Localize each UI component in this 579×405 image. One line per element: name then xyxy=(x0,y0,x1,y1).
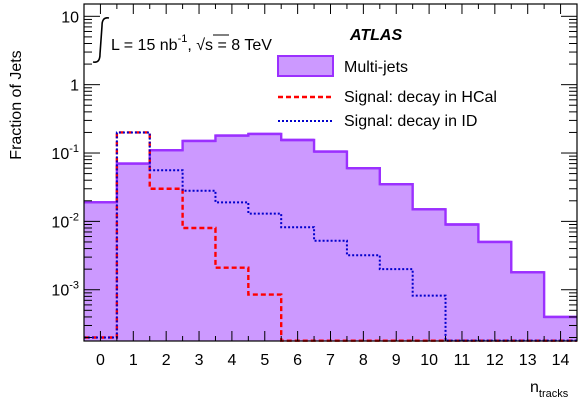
x-tick-label: 12 xyxy=(486,352,504,369)
legend-label-id: Signal: decay in ID xyxy=(344,113,477,130)
x-tick-label: 11 xyxy=(454,352,471,369)
x-tick-label: 2 xyxy=(162,352,171,369)
legend-label-hcal: Signal: decay in HCal xyxy=(344,89,497,106)
integral-sign-icon xyxy=(92,17,110,63)
legend-label-multijets: Multi-jets xyxy=(344,59,408,76)
x-axis-title: ntracks xyxy=(530,379,569,400)
x-tick-label: 10 xyxy=(420,352,438,369)
signal-hcal-line xyxy=(84,131,577,342)
luminosity-label: L = 15 nb-1, √s = 8 TeV xyxy=(92,17,272,63)
y-tick-label: 10-1 xyxy=(51,143,79,163)
luminosity-text: L = 15 nb-1, √s = 8 TeV xyxy=(111,33,272,54)
legend-swatch-multijets xyxy=(277,55,334,77)
x-axis-title-main: n xyxy=(530,379,539,396)
plot-layer xyxy=(84,131,577,342)
x-tick-label: 0 xyxy=(96,352,105,369)
energy-text: = 8 TeV xyxy=(213,37,272,54)
x-tick-label: 8 xyxy=(359,352,368,369)
x-tick-label: 9 xyxy=(392,352,401,369)
signal-id-line xyxy=(84,131,577,342)
y-tick-label: 10-2 xyxy=(51,211,79,231)
y-tick-label: 1 xyxy=(70,78,79,95)
luminosity-sep: , xyxy=(187,37,196,54)
atlas-label: ATLAS xyxy=(349,27,402,44)
luminosity-exponent: -1 xyxy=(178,33,188,45)
x-tick-label: 7 xyxy=(326,352,335,369)
legend: Multi-jets Signal: decay in HCal Signal:… xyxy=(277,55,497,130)
multijets-fill-area xyxy=(84,133,577,341)
x-tick-label: 5 xyxy=(260,352,269,369)
x-tick-label: 13 xyxy=(519,352,537,369)
x-tick-label: 3 xyxy=(195,352,204,369)
y-tick-label: 10-3 xyxy=(51,280,79,300)
y-tick-label: 10 xyxy=(61,9,79,26)
x-axis-title-sub: tracks xyxy=(539,388,569,400)
x-tick-label: 1 xyxy=(129,352,138,369)
x-tick-label: 6 xyxy=(293,352,302,369)
sqrt-s: √s xyxy=(196,37,213,54)
x-tick-label: 14 xyxy=(552,352,570,369)
x-tick-label: 4 xyxy=(227,352,236,369)
y-axis-title: Fraction of Jets xyxy=(8,50,25,159)
